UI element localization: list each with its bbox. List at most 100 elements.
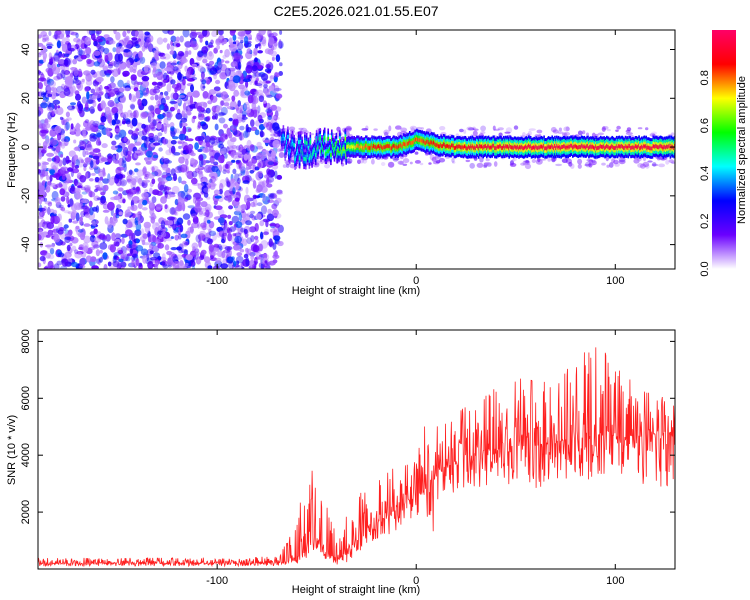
noise-cell xyxy=(135,212,141,222)
noise-cell xyxy=(232,168,237,175)
colorbar-tick-label: 0.8 xyxy=(699,70,711,85)
signal-cell xyxy=(419,138,422,143)
signal-cell xyxy=(284,148,286,153)
signal-cell xyxy=(459,144,461,149)
signal-cell xyxy=(447,143,450,148)
noise-cell xyxy=(133,109,139,119)
noise-cell xyxy=(254,72,262,78)
noise-cell xyxy=(135,258,140,267)
noise-cell xyxy=(232,41,237,45)
noise-cell xyxy=(258,95,265,103)
signal-cell xyxy=(358,145,361,150)
signal-cell xyxy=(539,145,542,150)
x-tick-label: 100 xyxy=(606,275,624,287)
noise-cell xyxy=(240,166,246,174)
signal-cell xyxy=(552,145,554,150)
signal-cell xyxy=(543,143,545,148)
noise-cell xyxy=(217,143,221,148)
signal-cell xyxy=(504,144,507,148)
faint-cell xyxy=(426,128,432,133)
noise-cell xyxy=(183,265,187,269)
signal-cell xyxy=(357,143,359,148)
noise-cell xyxy=(229,43,238,52)
signal-cell xyxy=(613,145,615,150)
noise-cell xyxy=(196,135,203,141)
noise-cell xyxy=(210,39,214,45)
noise-cell xyxy=(38,34,42,39)
noise-cell xyxy=(113,195,121,201)
faint-cell xyxy=(359,158,365,164)
noise-cell xyxy=(38,123,46,129)
noise-cell xyxy=(145,141,151,149)
signal-cell xyxy=(654,144,656,149)
noise-cell xyxy=(174,166,182,174)
noise-cell xyxy=(92,148,101,153)
signal-cell xyxy=(390,146,392,151)
noise-cell xyxy=(237,100,241,107)
noise-cell xyxy=(202,30,208,37)
noise-cell xyxy=(122,198,126,204)
noise-cell xyxy=(77,185,83,189)
signal-cell xyxy=(467,146,469,151)
noise-cell xyxy=(97,93,102,102)
noise-cell xyxy=(181,58,188,63)
noise-cell xyxy=(132,95,137,102)
signal-cell xyxy=(537,146,539,151)
noise-cell xyxy=(73,154,79,161)
noise-cell xyxy=(229,30,236,36)
noise-cell xyxy=(236,252,243,257)
signal-cell xyxy=(587,144,589,148)
noise-cell xyxy=(178,250,184,254)
noise-cell xyxy=(57,59,66,67)
noise-cell xyxy=(99,84,103,92)
noise-cell xyxy=(47,229,52,238)
noise-cell xyxy=(226,181,231,188)
noise-cell xyxy=(271,32,278,37)
noise-cell xyxy=(94,85,99,93)
noise-cell xyxy=(54,125,62,134)
noise-cell xyxy=(247,94,254,104)
snr-frame xyxy=(37,329,676,570)
noise-cell xyxy=(252,180,257,189)
noise-cell xyxy=(246,161,253,167)
noise-cell xyxy=(124,229,133,237)
noise-cell xyxy=(206,257,210,265)
faint-cell xyxy=(414,160,421,164)
faint-cell xyxy=(637,127,643,130)
signal-cell xyxy=(606,144,608,148)
noise-cell xyxy=(242,78,251,83)
spectrogram-y-axis-label: Frequency (Hz) xyxy=(6,112,18,188)
signal-cell xyxy=(593,146,596,150)
noise-cell xyxy=(114,53,121,62)
signal-cell xyxy=(549,145,552,149)
faint-cell xyxy=(520,162,526,166)
signal-cell xyxy=(550,145,553,150)
signal-cell xyxy=(288,150,290,154)
noise-cell xyxy=(120,150,127,158)
noise-cell xyxy=(174,260,180,265)
colorbar-gradient xyxy=(712,30,736,269)
noise-cell xyxy=(154,107,161,115)
signal-cell xyxy=(580,145,582,150)
signal-cell xyxy=(607,144,610,149)
noise-cell xyxy=(73,146,81,152)
signal-cell xyxy=(502,145,504,150)
noise-cell xyxy=(202,85,206,89)
noise-cell xyxy=(179,35,184,43)
signal-cell xyxy=(422,139,424,144)
signal-cell xyxy=(372,145,374,150)
noise-cell xyxy=(145,150,153,158)
noise-cell xyxy=(62,64,70,68)
noise-cell xyxy=(175,36,180,42)
spectrogram-noise-cells xyxy=(38,30,284,269)
signal-cell xyxy=(545,146,547,151)
noise-cell xyxy=(146,37,152,46)
noise-cell xyxy=(124,40,133,49)
signal-cell xyxy=(318,137,321,142)
x-tick-label: -100 xyxy=(206,275,228,287)
signal-cell xyxy=(637,145,639,149)
noise-cell xyxy=(154,94,159,101)
noise-cell xyxy=(147,236,152,243)
noise-cell xyxy=(234,232,242,238)
noise-cell xyxy=(224,163,229,169)
